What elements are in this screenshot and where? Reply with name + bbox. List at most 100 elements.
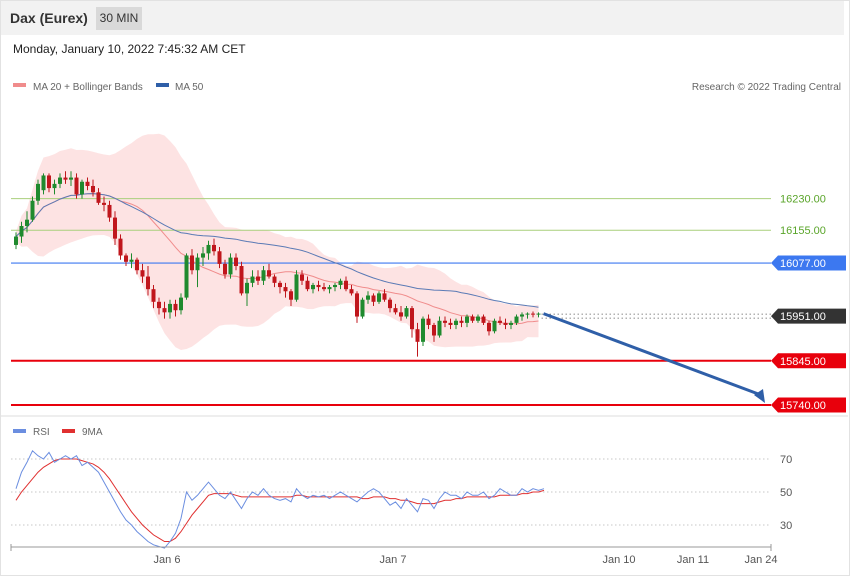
candle-body <box>124 255 128 262</box>
candle-body <box>470 316 475 321</box>
candle-body <box>30 200 35 220</box>
moving-averages <box>15 193 539 325</box>
x-tick-label: Jan 11 <box>677 554 709 566</box>
rsi-ma-legend-swatch <box>62 429 75 433</box>
candle-body <box>239 266 244 294</box>
candle-body <box>525 313 530 315</box>
candle-body <box>382 293 387 300</box>
candle-body <box>503 322 508 325</box>
candle-body <box>19 225 24 237</box>
candle-body <box>294 274 299 300</box>
candle-body <box>14 236 18 245</box>
candle-body <box>36 183 40 201</box>
candle-body <box>476 316 480 321</box>
candlesticks <box>14 171 541 357</box>
candle-body <box>333 284 337 288</box>
pivot-price-tag <box>771 255 846 271</box>
candle-body <box>520 314 524 317</box>
candle-body <box>201 253 205 258</box>
candle-body <box>85 181 90 186</box>
rsi-tick-label: 30 <box>780 520 792 532</box>
candle-body <box>267 270 271 277</box>
candle-body <box>421 318 425 342</box>
x-tick-label: Jan 24 <box>744 554 777 566</box>
candle-body <box>498 320 502 323</box>
rsi-tick-label: 70 <box>780 454 792 466</box>
candle-body <box>393 308 398 313</box>
candle-body <box>322 287 326 290</box>
candle-body <box>509 322 513 325</box>
timeframe-button[interactable]: 30 MIN <box>96 7 142 30</box>
candle-body <box>173 303 178 311</box>
candle-body <box>157 301 161 309</box>
candle-body <box>179 297 183 311</box>
candle-body <box>404 308 409 317</box>
ma50-line <box>15 193 539 308</box>
time-axis: Jan 6 Jan 7 Jan 10 Jan 11 Jan 24 <box>10 544 778 566</box>
support-price-tag <box>771 353 846 369</box>
candle-body <box>305 280 310 290</box>
candle-body <box>366 295 370 300</box>
candle-body <box>355 293 359 317</box>
candle-body <box>426 318 431 325</box>
candle-body <box>102 202 106 205</box>
candle-body <box>91 185 95 193</box>
candle-body <box>195 257 200 271</box>
candle-body <box>52 183 57 189</box>
resistance-label: 16230.00 <box>780 194 826 206</box>
candle-body <box>465 316 469 323</box>
support-price-label: 15740.00 <box>780 400 826 412</box>
candle-body <box>289 291 293 300</box>
ma50-legend-swatch <box>156 83 169 87</box>
candle-body <box>399 312 403 317</box>
candle-body <box>25 219 29 226</box>
candle-body <box>377 293 381 302</box>
candle-body <box>459 320 464 323</box>
candle-body <box>443 320 447 323</box>
candle-body <box>454 320 458 325</box>
candle-body <box>184 255 189 298</box>
candle-body <box>344 280 348 290</box>
candle-body <box>212 244 216 252</box>
candle-body <box>316 284 321 288</box>
x-tick-label: Jan 10 <box>602 554 635 566</box>
candle-body <box>234 257 238 267</box>
x-tick-label: Jan 6 <box>154 554 181 566</box>
candle-body <box>190 255 194 271</box>
candle-body <box>371 295 376 302</box>
candle-body <box>63 177 68 180</box>
candle-body <box>349 289 354 294</box>
candle-body <box>531 313 535 315</box>
candle-body <box>360 299 365 317</box>
support-price-tag <box>771 397 846 413</box>
candle-body <box>278 282 282 288</box>
bollinger-band <box>16 133 539 350</box>
report-datetime: Monday, January 10, 2022 7:45:32 AM CET <box>13 42 246 56</box>
forecast-arrow <box>542 312 765 403</box>
candle-body <box>146 276 150 290</box>
candle-body <box>487 322 491 332</box>
ma50-legend-label: MA 50 <box>175 82 204 93</box>
candle-body <box>300 274 304 281</box>
candle-body <box>96 192 101 203</box>
candle-body <box>162 308 167 313</box>
candle-body <box>272 276 277 283</box>
credit-label: Research © 2022 Trading Central <box>692 82 841 93</box>
last_price-price-label: 15951.00 <box>780 311 826 323</box>
candle-body <box>410 308 414 330</box>
pivot-price-label: 16077.00 <box>780 258 826 270</box>
candle-body <box>135 259 139 271</box>
candle-body <box>437 320 442 336</box>
candle-body <box>217 251 222 264</box>
candle-body <box>338 280 343 285</box>
candle-body <box>311 284 315 290</box>
candle-body <box>261 270 266 281</box>
rsi-pane: 70 50 30 <box>11 449 792 549</box>
candle-body <box>47 175 51 189</box>
candle-body <box>58 177 62 184</box>
x-tick-label: Jan 7 <box>380 554 407 566</box>
candle-body <box>448 322 453 325</box>
candle-body <box>168 303 172 313</box>
rsi-tick-label: 50 <box>780 487 792 499</box>
forecast-arrow-head <box>754 389 765 403</box>
